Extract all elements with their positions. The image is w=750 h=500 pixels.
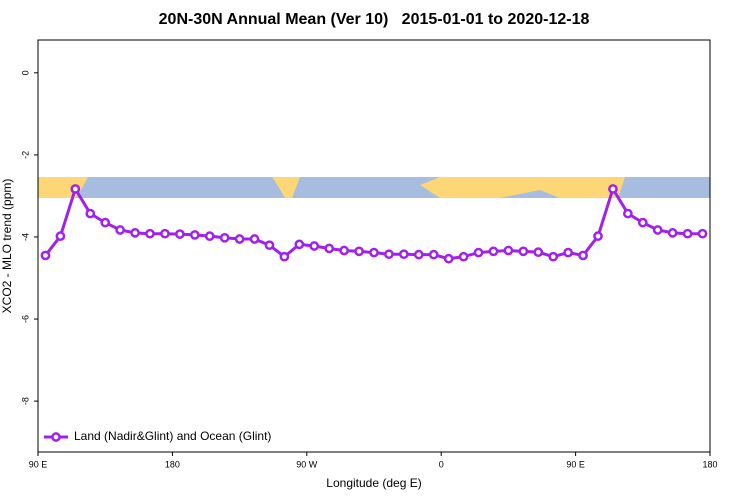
y-tick-label: -4 <box>20 233 30 241</box>
point <box>175 229 185 239</box>
point <box>623 208 633 219</box>
y-tick-label: -8 <box>20 397 30 405</box>
y-tick-label: -2 <box>20 151 30 159</box>
point <box>399 249 409 260</box>
point <box>458 251 469 262</box>
point <box>473 247 484 258</box>
point <box>130 228 140 238</box>
point <box>249 234 260 244</box>
point <box>682 228 693 239</box>
plot-frame <box>37 39 711 453</box>
point <box>518 246 529 257</box>
map-strip <box>38 177 710 198</box>
point <box>264 240 275 251</box>
point <box>443 253 454 264</box>
point <box>369 247 379 258</box>
point <box>608 184 618 194</box>
point <box>115 225 125 235</box>
point <box>503 245 514 256</box>
point <box>70 184 81 194</box>
point <box>309 241 320 251</box>
point <box>578 250 588 261</box>
x-tick-label: 90 E <box>29 459 48 469</box>
legend-label: Land (Nadir&Glint) and Ocean (Glint) <box>74 429 271 443</box>
point <box>563 247 573 258</box>
point <box>488 246 499 257</box>
x-tick-label: 90 W <box>296 459 318 469</box>
y-tick-label: -6 <box>20 315 30 323</box>
point <box>384 249 394 260</box>
chart-title: 20N-30N Annual Mean (Ver 10) 2015-01-01 … <box>159 11 590 28</box>
x-tick-label: 90 E <box>566 459 585 469</box>
point <box>55 231 66 242</box>
y-axis-title: XCO2 - MLO trend (ppm) <box>0 179 14 314</box>
point <box>324 243 335 254</box>
x-axis-title: Longitude (deg E) <box>326 476 421 490</box>
point <box>667 228 678 238</box>
point <box>652 225 663 235</box>
point <box>189 230 200 240</box>
point <box>413 249 424 260</box>
point <box>85 208 96 219</box>
point <box>428 249 439 260</box>
legend-marker <box>51 432 61 442</box>
point <box>548 251 559 262</box>
point <box>204 231 215 242</box>
y-tick-label: 0 <box>20 70 30 75</box>
point <box>593 231 603 242</box>
point <box>279 251 290 262</box>
point <box>40 250 51 261</box>
point <box>219 232 230 243</box>
point <box>294 239 305 250</box>
point <box>339 245 349 256</box>
x-tick-label: 180 <box>165 459 180 469</box>
point <box>160 228 170 239</box>
point <box>533 247 544 258</box>
point <box>100 217 111 228</box>
point <box>637 217 648 228</box>
point <box>145 228 155 239</box>
x-tick-label: 180 <box>702 459 717 469</box>
point <box>234 234 245 244</box>
point <box>354 246 364 257</box>
point <box>697 228 708 239</box>
x-tick-label: 0 <box>439 459 444 469</box>
